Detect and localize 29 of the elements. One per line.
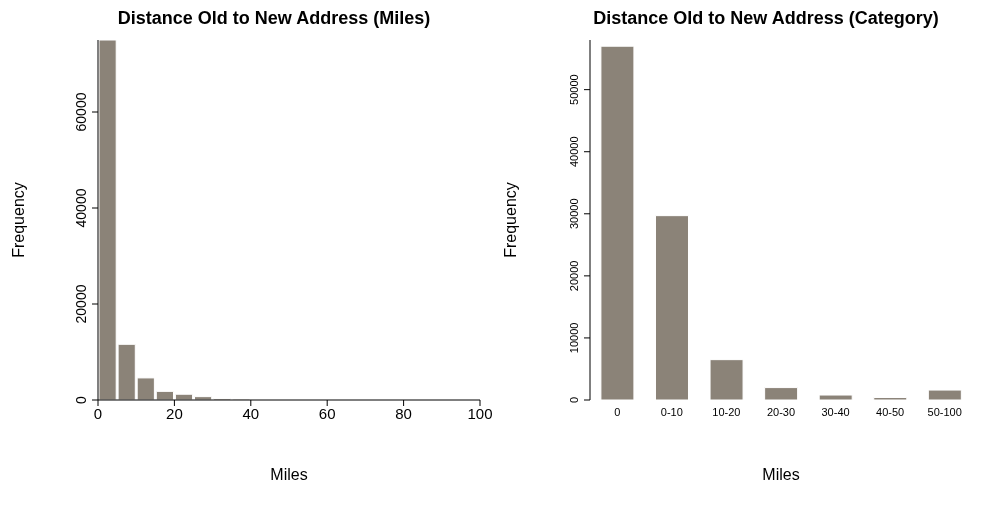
y-tick-label: 40000 bbox=[73, 188, 89, 228]
x-tick-label: 20 bbox=[166, 404, 183, 422]
x-tick-label: 40 bbox=[242, 404, 260, 422]
chart-title: Distance Old to New Address (Category) bbox=[592, 8, 940, 30]
y-tick-label: 20000 bbox=[568, 260, 580, 292]
chart-title: Distance Old to New Address (Miles) bbox=[116, 8, 432, 30]
x-tick-label: 20-30 bbox=[766, 405, 796, 418]
y-tick-label: 10000 bbox=[568, 322, 580, 354]
x-axis-title: Miles bbox=[270, 466, 308, 483]
y-tick-label: 30000 bbox=[568, 198, 580, 230]
x-tick-label: 0 bbox=[93, 404, 103, 422]
y-tick-label: 20000 bbox=[73, 284, 89, 324]
x-tick-label: 50-100 bbox=[927, 405, 962, 418]
x-tick-label: 40-50 bbox=[876, 405, 905, 418]
x-tick-label: 30-40 bbox=[821, 405, 850, 418]
y-axis-title: Frequency bbox=[501, 182, 519, 258]
y-tick-label: 60000 bbox=[73, 92, 89, 132]
x-tick-label: 80 bbox=[395, 404, 412, 422]
y-tick-label: 40000 bbox=[568, 136, 580, 168]
y-tick-label: 50000 bbox=[568, 74, 580, 105]
y-tick-label: 0 bbox=[73, 395, 89, 404]
y-axis-title: Frequency bbox=[9, 182, 27, 258]
y-tick-label: 0 bbox=[568, 396, 580, 404]
x-tick-label: 0-10 bbox=[660, 405, 683, 418]
x-tick-label: 100 bbox=[467, 404, 493, 422]
x-tick-label: 10-20 bbox=[712, 405, 741, 418]
x-axis-title: Miles bbox=[762, 466, 800, 483]
x-tick-label: 0 bbox=[614, 405, 621, 418]
x-tick-label: 60 bbox=[318, 404, 336, 422]
